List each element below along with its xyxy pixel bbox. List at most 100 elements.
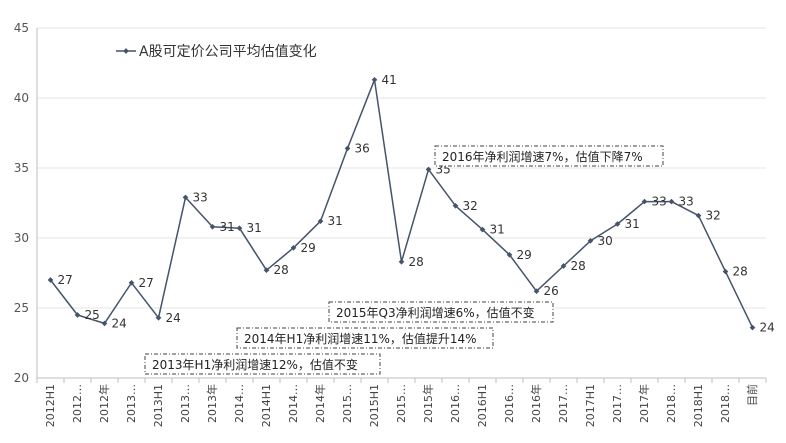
data-point bbox=[236, 225, 243, 232]
axes bbox=[36, 28, 766, 379]
x-tick-label: 2016H1 bbox=[476, 384, 489, 427]
data-point bbox=[479, 226, 486, 233]
x-tick-label: 2014H1 bbox=[260, 384, 273, 427]
data-point bbox=[722, 268, 729, 275]
annotation-2016: 2016年净利润增速7%，估值下降7% bbox=[434, 145, 664, 167]
data-point bbox=[155, 314, 162, 321]
annotation-2015q3-text: 2015年Q3净利润增速6%，估值不变 bbox=[336, 305, 535, 320]
data-label: 24 bbox=[760, 321, 775, 335]
y-tick-label: 35 bbox=[14, 161, 29, 175]
data-point bbox=[74, 312, 81, 318]
x-tick-label: 2017… bbox=[557, 384, 570, 423]
data-label: 31 bbox=[247, 221, 262, 235]
annotation-2014h1-text: 2014年H1净利润增速11%，估值提升14% bbox=[244, 331, 477, 346]
x-tick-label: 2015H1 bbox=[368, 384, 381, 427]
data-point bbox=[668, 198, 675, 205]
legend-label: A股可定价公司平均估值变化 bbox=[139, 44, 317, 60]
data-point bbox=[533, 288, 540, 295]
data-label: 27 bbox=[139, 276, 154, 290]
series-line bbox=[49, 79, 754, 328]
data-label: 36 bbox=[355, 141, 370, 155]
data-label: 24 bbox=[166, 311, 181, 325]
x-tick-label: 2013年 bbox=[205, 384, 219, 423]
data-point bbox=[371, 76, 378, 83]
data-point bbox=[182, 194, 189, 201]
data-point bbox=[209, 223, 216, 230]
x-tick-label: 目前 bbox=[745, 384, 759, 406]
y-tick-label: 30 bbox=[14, 231, 29, 245]
data-point bbox=[587, 237, 594, 244]
x-tick-label: 2013… bbox=[125, 384, 138, 423]
x-tick-label: 2016年 bbox=[529, 384, 543, 423]
data-point bbox=[344, 145, 351, 152]
x-tick-label: 2016… bbox=[449, 384, 462, 423]
data-label: 31 bbox=[490, 223, 505, 237]
x-tick-label: 2017年 bbox=[637, 384, 651, 423]
annotation-2013h1-box bbox=[144, 353, 381, 375]
y-tick-label: 40 bbox=[14, 91, 29, 105]
x-tick-label: 2014… bbox=[287, 384, 300, 423]
x-tick-label: 2013… bbox=[179, 384, 192, 423]
data-label: 41 bbox=[382, 73, 397, 87]
data-point bbox=[641, 198, 648, 205]
annotations: 2016年净利润增速7%，估值下降7% 2015年Q3净利润增速6%，估值不变 … bbox=[144, 145, 664, 375]
x-tick-label: 2013H1 bbox=[152, 384, 165, 427]
data-label: 28 bbox=[409, 255, 424, 269]
y-tick-labels: 20 25 30 35 40 45 bbox=[14, 21, 29, 385]
annotation-2013h1-text: 2013年H1净利润增速12%，估值不变 bbox=[152, 357, 358, 372]
data-label: 25 bbox=[85, 308, 100, 322]
x-tick-label: 2016… bbox=[503, 384, 516, 423]
data-label: 28 bbox=[733, 265, 748, 279]
data-point bbox=[749, 324, 756, 331]
data-label: 33 bbox=[652, 195, 667, 209]
y-tick-label: 45 bbox=[14, 21, 29, 35]
data-label: 30 bbox=[598, 234, 613, 248]
x-tick-label: 2012年 bbox=[97, 384, 111, 423]
y-tick-label: 20 bbox=[14, 371, 29, 385]
x-tick-label: 2018… bbox=[719, 384, 732, 423]
data-label: 28 bbox=[571, 259, 586, 273]
data-point bbox=[506, 251, 513, 258]
annotation-2014h1: 2014年H1净利润增速11%，估值提升14% bbox=[236, 327, 494, 349]
legend: A股可定价公司平均估值变化 bbox=[116, 44, 317, 60]
x-tick-label: 2012… bbox=[71, 384, 84, 423]
x-tick-label: 2012H1 bbox=[44, 384, 57, 427]
series-line-path bbox=[49, 79, 754, 328]
data-label: 24 bbox=[112, 316, 127, 330]
x-tick-labels: 2012H1 2012… 2012年 2013… 2013H1 2013… 2013年 201… bbox=[36, 378, 767, 427]
annotation-2015q3: 2015年Q3净利润增速6%，估值不变 bbox=[328, 301, 554, 323]
y-tick-label: 25 bbox=[14, 301, 29, 315]
x-tick-label: 2014… bbox=[233, 384, 246, 423]
annotation-2016-text: 2016年净利润增速7%，估值下降7% bbox=[442, 149, 643, 164]
data-label: 26 bbox=[544, 284, 559, 298]
data-label: 33 bbox=[193, 190, 208, 204]
data-point bbox=[425, 166, 432, 173]
data-point bbox=[614, 221, 621, 227]
x-tick-label: 2015… bbox=[395, 384, 408, 423]
data-point bbox=[398, 258, 405, 265]
annotation-2013h1: 2013年H1净利润增速12%，估值不变 bbox=[144, 353, 381, 375]
data-point bbox=[452, 202, 459, 209]
data-label: 29 bbox=[301, 241, 316, 255]
x-tick-label: 2018… bbox=[665, 384, 678, 423]
x-tick-label: 2015年 bbox=[421, 384, 435, 423]
annotation-2015q3-box bbox=[328, 301, 554, 323]
data-points bbox=[47, 76, 756, 331]
annotation-2016-box bbox=[434, 145, 664, 167]
data-label: 32 bbox=[463, 199, 478, 213]
data-label: 29 bbox=[517, 248, 532, 262]
data-label: 28 bbox=[274, 263, 289, 277]
data-point bbox=[695, 212, 702, 219]
data-label: 31 bbox=[328, 214, 343, 228]
data-label: 27 bbox=[58, 273, 73, 287]
x-tick-label: 2018H1 bbox=[692, 384, 705, 427]
data-point bbox=[101, 320, 108, 327]
legend-marker-swatch bbox=[123, 48, 129, 54]
x-tick-label: 2017… bbox=[611, 384, 624, 423]
data-point bbox=[560, 263, 567, 269]
data-point bbox=[317, 218, 324, 225]
data-label: 31 bbox=[220, 220, 235, 234]
data-point bbox=[290, 244, 297, 251]
